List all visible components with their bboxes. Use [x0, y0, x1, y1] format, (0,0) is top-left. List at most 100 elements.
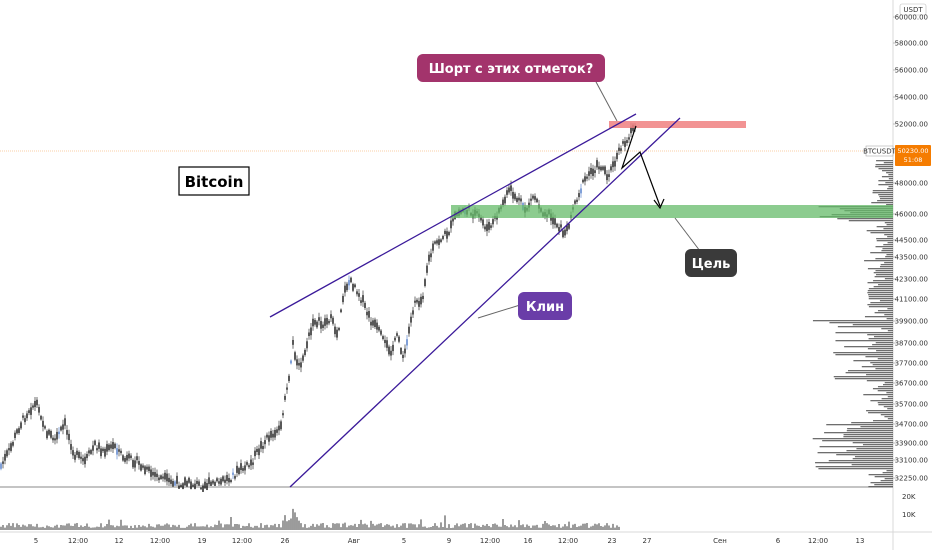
candle-body	[246, 462, 248, 465]
profile-bar	[836, 454, 893, 456]
profile-bar	[880, 414, 893, 416]
candle-body	[54, 438, 56, 441]
candle-body	[158, 477, 160, 481]
candle-body	[382, 336, 384, 340]
support-zone	[451, 205, 893, 218]
profile-bar	[867, 348, 893, 350]
candle-body	[512, 191, 514, 199]
candle-body	[616, 152, 618, 160]
time-tick-label: 26	[281, 537, 290, 545]
candle-body	[38, 407, 40, 413]
price-tick-label: 42300.00	[895, 276, 928, 284]
profile-bar	[835, 340, 893, 342]
candle-body	[20, 422, 22, 429]
candle-body	[326, 317, 328, 325]
profile-bar	[819, 446, 893, 448]
candle-body	[94, 440, 96, 445]
candle-body	[408, 326, 410, 334]
candle-body	[328, 320, 330, 324]
profile-bar	[874, 312, 893, 314]
profile-bar	[884, 382, 893, 384]
profile-bar	[875, 164, 893, 166]
candle-body	[366, 311, 368, 316]
profile-bar	[877, 310, 893, 312]
symbol-tag	[865, 145, 894, 157]
candle-body	[420, 296, 422, 305]
profile-bar	[879, 300, 893, 302]
profile-bar	[874, 276, 893, 278]
candle-body	[320, 321, 322, 329]
profile-bar	[851, 422, 893, 424]
profile-bar	[876, 274, 893, 276]
volume-bars	[0, 508, 620, 530]
candle-body	[164, 472, 166, 480]
candle-body	[4, 453, 6, 461]
profile-bar	[879, 196, 893, 198]
candle-body	[288, 375, 290, 382]
candle-body	[204, 481, 206, 489]
price-tick-label: 54000.00	[895, 94, 928, 102]
profile-bar	[868, 288, 893, 290]
candle-body	[318, 317, 320, 321]
candle-body	[196, 480, 198, 484]
candle-body	[390, 350, 392, 356]
profile-bar	[826, 424, 893, 426]
candle-body	[594, 170, 596, 174]
profile-bar	[829, 322, 893, 324]
candle-body	[120, 450, 122, 454]
candle-body	[506, 190, 508, 195]
candle-body	[444, 230, 446, 234]
candle-body	[224, 479, 226, 483]
countdown-label: 51:08	[904, 156, 923, 164]
time-axis-ticks: 5 12:00 12 12:00 19 12:00 26 Авг 5 9 12:00 16 12:00 2…	[34, 537, 865, 545]
profile-bar	[873, 272, 893, 274]
candle-body	[396, 333, 398, 336]
profile-bar	[884, 478, 893, 480]
profile-bar	[874, 476, 893, 478]
candle-body	[504, 196, 506, 204]
profile-bar	[882, 170, 893, 172]
candle-body	[272, 433, 274, 438]
profile-bar	[874, 484, 893, 486]
candle-body	[620, 148, 622, 151]
profile-bar	[815, 462, 893, 464]
time-tick-label: 13	[856, 537, 865, 545]
resistance-zone	[609, 121, 746, 128]
profile-bar	[870, 362, 893, 364]
candle-body	[518, 197, 520, 201]
candle-body	[144, 466, 146, 475]
profile-bar	[854, 456, 893, 458]
candle-body	[414, 300, 416, 303]
candle-body	[354, 284, 356, 288]
price-tick-label: 34700.00	[895, 421, 928, 429]
candle-body	[96, 448, 98, 451]
price-tick-label: 52000.00	[895, 121, 928, 129]
candle-body	[338, 327, 340, 331]
candle-body	[226, 475, 228, 482]
profile-bar	[875, 258, 893, 260]
profile-bar	[867, 292, 893, 294]
price-tick-label: 33100.00	[895, 457, 928, 465]
candle-body	[78, 452, 80, 459]
candle-body	[576, 199, 578, 202]
profile-bar	[879, 266, 893, 268]
candle-body	[530, 198, 532, 201]
candle-body	[258, 448, 260, 456]
profile-bar	[822, 440, 893, 442]
profile-bar	[888, 178, 893, 180]
short-callout-connector	[594, 79, 618, 122]
candle-body	[532, 195, 534, 199]
candle-body	[100, 448, 102, 457]
candle-body	[592, 168, 594, 176]
profile-bar	[864, 316, 893, 318]
candle-body	[190, 481, 192, 490]
candle-body	[30, 407, 32, 415]
candle-body	[132, 460, 134, 468]
candle-body	[324, 318, 326, 326]
profile-bar	[887, 242, 893, 244]
candle-body	[242, 468, 244, 471]
candle-body	[262, 445, 264, 450]
candle-body	[124, 457, 126, 462]
profile-bar	[870, 252, 893, 254]
